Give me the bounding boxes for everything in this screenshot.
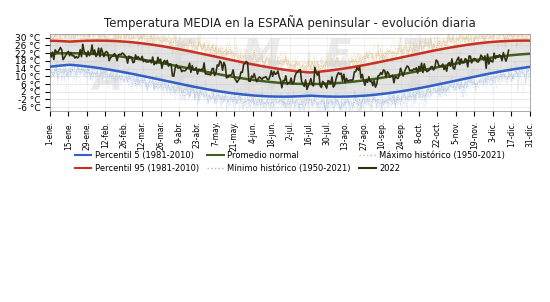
- Text: M: M: [241, 59, 280, 98]
- Legend: Percentil 5 (1981-2010), Percentil 95 (1981-2010), Promedio normal, Mínimo histó: Percentil 5 (1981-2010), Percentil 95 (1…: [72, 148, 508, 176]
- Text: M: M: [241, 37, 280, 75]
- Title: Temperatura MEDIA en la ESPAÑA peninsular - evolución diaria: Temperatura MEDIA en la ESPAÑA peninsula…: [104, 15, 476, 30]
- Text: E: E: [324, 59, 351, 98]
- Text: E: E: [324, 37, 351, 75]
- Text: E: E: [171, 37, 197, 75]
- Text: A: A: [92, 59, 123, 98]
- Text: E: E: [171, 59, 197, 98]
- Text: T: T: [402, 59, 428, 98]
- Text: A: A: [92, 37, 123, 75]
- Text: T: T: [402, 37, 428, 75]
